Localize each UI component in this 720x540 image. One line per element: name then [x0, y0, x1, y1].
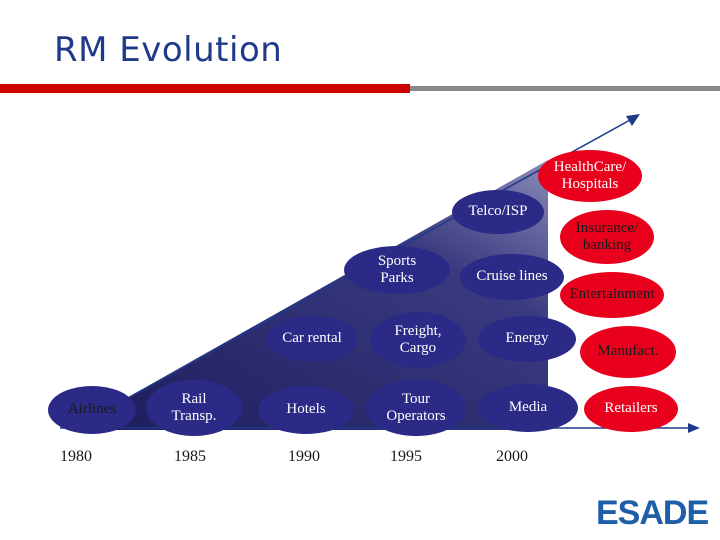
growth-arrowhead	[626, 114, 640, 126]
node-freight-cargo: Freight, Cargo	[370, 312, 466, 368]
title-underline-red	[0, 84, 410, 93]
node-media: Media	[478, 384, 578, 432]
node-tour-operators: Tour Operators	[366, 380, 466, 436]
node-hotels: Hotels	[258, 386, 354, 434]
node-telco-isp: Telco/ISP	[452, 190, 544, 234]
node-cruise-lines: Cruise lines	[460, 254, 564, 300]
node-car-rental: Car rental	[266, 316, 358, 362]
node-airlines: Airlines	[48, 386, 136, 434]
node-energy: Energy	[478, 316, 576, 362]
year-label: 1985	[174, 448, 206, 465]
title-underline-gray	[410, 86, 720, 91]
node-healthcare-hospitals: HealthCare/Hospitals	[538, 150, 642, 202]
node-manufacturing: Manufact.	[580, 326, 676, 378]
year-label: 2000	[496, 448, 528, 465]
year-label: 1990	[288, 448, 320, 465]
year-label: 1980	[60, 448, 92, 465]
slide-title: RM Evolution	[54, 30, 283, 70]
node-entertainment: Entertainment	[560, 272, 664, 318]
node-retailers: Retailers	[584, 386, 678, 432]
node-insurance-banking: Insurance/banking	[560, 210, 654, 264]
year-label: 1995	[390, 448, 422, 465]
node-sports-parks: Sports Parks	[344, 246, 450, 294]
time-axis-arrowhead	[688, 423, 700, 433]
node-rail-transport: Rail Transp.	[146, 380, 242, 436]
esade-logo: ESADE	[596, 494, 709, 532]
